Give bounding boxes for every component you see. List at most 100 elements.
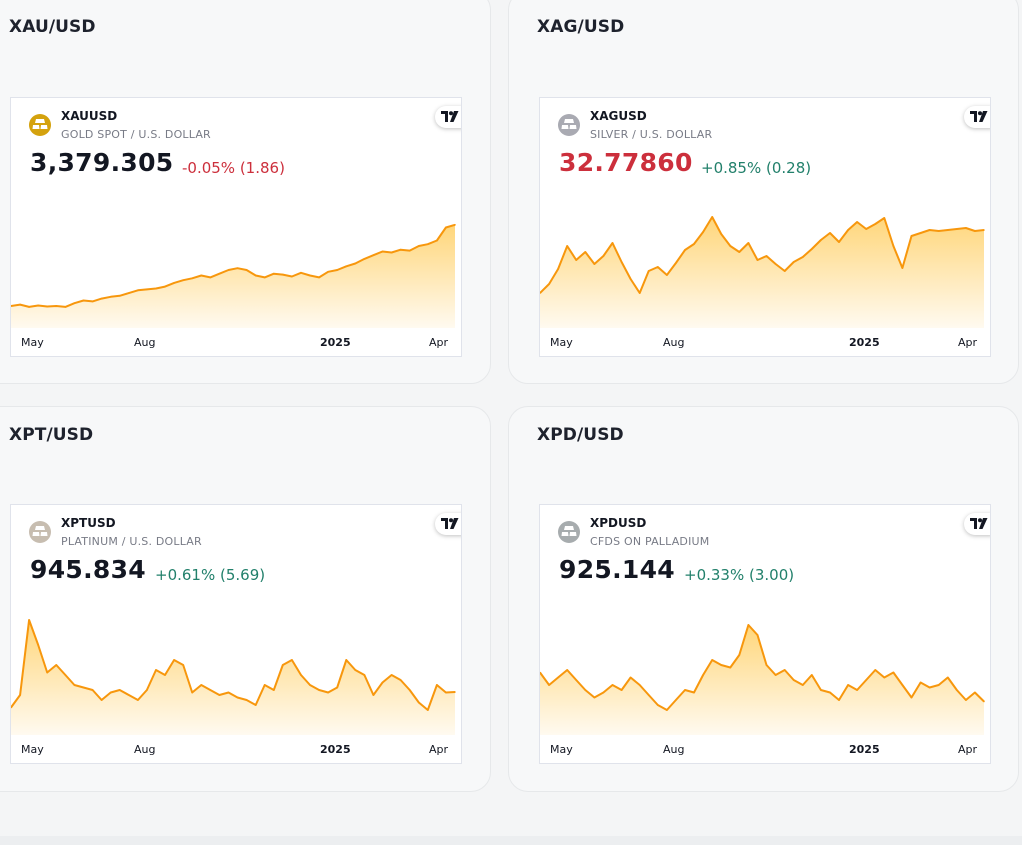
price-point	[318, 276, 320, 279]
price-area-fill	[540, 217, 984, 328]
price-point	[19, 694, 21, 696]
price-point	[666, 709, 668, 711]
price-point	[336, 686, 339, 689]
price-point	[702, 674, 704, 676]
tradingview-logo-icon[interactable]	[964, 106, 990, 128]
price-point	[64, 306, 67, 308]
price-point	[566, 669, 568, 671]
price-point	[684, 249, 686, 251]
price-point	[273, 272, 275, 275]
silver-bar-icon	[558, 114, 580, 136]
price-chart[interactable]: May Aug 2025 Apr	[540, 595, 990, 760]
price-point	[146, 288, 148, 291]
price-point	[802, 684, 804, 686]
price-point	[629, 676, 632, 679]
price-area-fill	[11, 224, 455, 328]
price-point	[55, 664, 58, 666]
price-change: -0.05% (1.86)	[182, 159, 285, 177]
card-xpd: XPD/USD XPDUSD CFDS ON PALLADIUM 925.144…	[508, 406, 1019, 792]
price-point	[236, 696, 239, 699]
price-point	[363, 258, 366, 260]
price-point	[418, 701, 420, 704]
price-point	[947, 676, 949, 679]
price-point	[540, 292, 541, 294]
tradingview-logo-icon[interactable]	[435, 513, 461, 535]
price-point	[291, 659, 293, 661]
price-point	[765, 255, 768, 257]
price-point	[657, 266, 659, 268]
price-point	[738, 251, 741, 253]
price-point	[856, 689, 858, 691]
tradingview-logo-icon[interactable]	[964, 513, 990, 535]
price-point	[146, 689, 148, 691]
price-point	[937, 230, 940, 232]
price-point	[711, 659, 713, 661]
price-point	[720, 664, 722, 666]
price-point	[245, 699, 248, 701]
price-point	[756, 634, 759, 636]
price-value: 945.834	[30, 555, 146, 584]
price-point	[611, 242, 614, 244]
price-point	[638, 292, 641, 294]
price-point	[427, 243, 429, 245]
x-tick-label: Apr	[958, 336, 978, 349]
price-point	[937, 684, 940, 686]
price-point	[874, 223, 877, 225]
x-tick-label: May	[21, 336, 44, 349]
card-xag: XAG/USD XAGUSD SILVER / U.S. DOLLAR 32.7…	[508, 0, 1019, 384]
price-point	[309, 274, 311, 277]
price-point	[408, 689, 411, 691]
price-point	[910, 696, 913, 699]
symbol-description: CFDS ON PALLADIUM	[590, 535, 710, 548]
price-point	[792, 261, 795, 263]
price-change: +0.33% (3.00)	[684, 566, 795, 584]
symbol-widget-xptusd[interactable]: XPTUSD PLATINUM / U.S. DOLLAR 945.834 +0…	[10, 504, 462, 764]
price-chart[interactable]: May Aug 2025 Apr	[11, 188, 461, 353]
price-point	[756, 259, 759, 261]
tradingview-logo-icon[interactable]	[435, 106, 461, 128]
x-tick-label: 2025	[849, 336, 880, 349]
price-value: 925.144	[559, 555, 675, 584]
price-point	[300, 674, 302, 676]
price-line	[11, 223, 456, 308]
price-point	[91, 300, 94, 303]
price-chart[interactable]: May Aug 2025 Apr	[540, 188, 990, 353]
x-tick-label: May	[550, 336, 573, 349]
price-point	[983, 229, 985, 231]
price-line	[540, 624, 985, 711]
price-point	[974, 691, 976, 694]
price-point	[956, 689, 958, 691]
price-point	[399, 248, 402, 251]
price-point	[218, 272, 221, 275]
symbol-widget-xpdusd[interactable]: XPDUSD CFDS ON PALLADIUM 925.144 +0.33% …	[539, 504, 991, 764]
symbol-widget-xauusd[interactable]: XAUUSD GOLD SPOT / U.S. DOLLAR 3,379.305…	[10, 97, 462, 357]
price-point	[200, 684, 203, 686]
price-chart[interactable]: May Aug 2025 Apr	[11, 595, 461, 760]
price-point	[128, 292, 130, 294]
price-point	[901, 684, 904, 686]
price-point	[91, 689, 94, 691]
price-point	[974, 230, 976, 232]
price-point	[445, 226, 447, 229]
price-point	[874, 669, 877, 671]
price-point	[811, 248, 813, 250]
price-point	[575, 259, 577, 261]
price-point	[792, 679, 795, 681]
symbol-widget-xagusd[interactable]: XAGUSD SILVER / U.S. DOLLAR 32.77860 +0.…	[539, 97, 991, 357]
x-tick-label: 2025	[320, 743, 351, 756]
x-tick-label: May	[21, 743, 44, 756]
price-point	[454, 691, 456, 693]
price-point	[345, 659, 348, 661]
price-point	[381, 681, 384, 684]
price-change: +0.85% (0.28)	[701, 159, 812, 177]
price-line	[11, 619, 456, 711]
price-point	[883, 217, 886, 219]
platinum-bar-icon	[29, 521, 51, 543]
price-point	[236, 267, 239, 269]
price-point	[227, 269, 230, 271]
price-point	[829, 691, 831, 694]
price-point	[838, 241, 840, 243]
price-point	[865, 228, 867, 230]
price-value: 32.77860	[559, 148, 693, 177]
x-tick-label: Apr	[429, 743, 449, 756]
